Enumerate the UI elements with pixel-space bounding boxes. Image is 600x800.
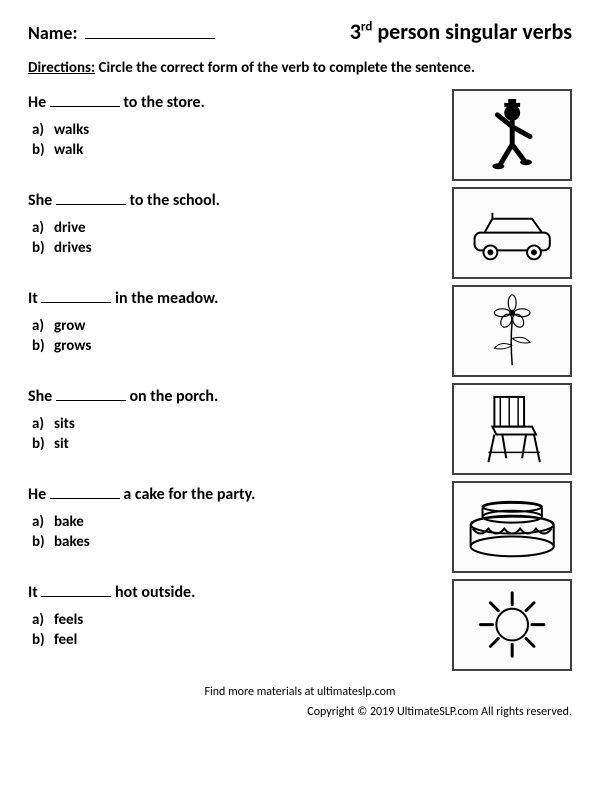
option-letter: b) <box>32 434 54 454</box>
directions-label: Directions: <box>28 59 95 77</box>
option-text: grows <box>54 337 91 355</box>
question-row: It in the meadow. a)growb)grows <box>28 285 572 377</box>
question-left: It hot outside. a)feelsb)feel <box>28 579 452 651</box>
question-row: She to the school. a)driveb)drives <box>28 187 572 279</box>
cake-icon <box>452 481 572 573</box>
option-letter: a) <box>32 120 54 140</box>
blank-line <box>41 585 111 597</box>
options: a)growb)grows <box>28 316 452 357</box>
question-row: He a cake for the party. a)bakeb)bakes <box>28 481 572 573</box>
option-text: walk <box>54 141 83 159</box>
question-left: She on the porch. a)sitsb)sit <box>28 383 452 455</box>
sentence-pre: It <box>28 289 41 308</box>
man-icon <box>452 89 572 181</box>
blank-line <box>41 291 111 303</box>
option-text: grow <box>54 317 85 335</box>
option-text: drive <box>54 219 86 237</box>
blank-line <box>56 193 126 205</box>
name-field: Name: <box>28 22 215 44</box>
sun-icon <box>452 579 572 671</box>
options: a)driveb)drives <box>28 218 452 259</box>
sentence: She to the school. <box>28 191 452 210</box>
option-text: drives <box>54 239 92 257</box>
options: a)feelsb)feel <box>28 610 452 651</box>
name-blank-line <box>85 25 215 39</box>
sentence-pre: She <box>28 387 56 406</box>
option-letter: a) <box>32 610 54 630</box>
option: a)sits <box>32 414 452 434</box>
question-row: She on the porch. a)sitsb)sit <box>28 383 572 475</box>
question-left: It in the meadow. a)growb)grows <box>28 285 452 357</box>
option-letter: b) <box>32 336 54 356</box>
sentence-post: a cake for the party. <box>120 485 256 504</box>
option: a)grow <box>32 316 452 336</box>
option: b)feel <box>32 630 452 650</box>
question-left: She to the school. a)driveb)drives <box>28 187 452 259</box>
option: a)feels <box>32 610 452 630</box>
sentence-post: in the meadow. <box>111 289 218 308</box>
option-text: sits <box>54 415 75 433</box>
sentence: She on the porch. <box>28 387 452 406</box>
sentence: It in the meadow. <box>28 289 452 308</box>
sentence-post: to the school. <box>126 191 220 210</box>
option-text: feel <box>54 631 77 649</box>
question-row: It hot outside. a)feelsb)feel <box>28 579 572 671</box>
options: a)sitsb)sit <box>28 414 452 455</box>
blank-line <box>56 389 126 401</box>
sentence: He to the store. <box>28 93 452 112</box>
title-ordinal: rd <box>361 20 372 35</box>
options: a)bakeb)bakes <box>28 512 452 553</box>
option-letter: b) <box>32 140 54 160</box>
questions-container: He to the store.a)walksb)walkShe to the … <box>28 89 572 671</box>
option-letter: a) <box>32 512 54 532</box>
option-letter: a) <box>32 218 54 238</box>
car-icon <box>452 187 572 279</box>
option: a)drive <box>32 218 452 238</box>
question-left: He to the store. a)walksb)walk <box>28 89 452 161</box>
sentence-post: hot outside. <box>111 583 195 602</box>
title-text: person singular verbs <box>372 18 572 45</box>
option-letter: a) <box>32 414 54 434</box>
option-text: feels <box>54 611 83 629</box>
blank-line <box>50 487 120 499</box>
title-number: 3 <box>350 18 361 45</box>
header: Name: 3rd person singular verbs <box>28 18 572 45</box>
page-title: 3rd person singular verbs <box>350 18 572 45</box>
option: b)sit <box>32 434 452 454</box>
sentence-post: on the porch. <box>126 387 218 406</box>
chair-icon <box>452 383 572 475</box>
sentence-pre: She <box>28 191 56 210</box>
flower-icon <box>452 285 572 377</box>
sentence: It hot outside. <box>28 583 452 602</box>
footer-line-2: Copyright © 2019 UltimateSLP.com All rig… <box>28 705 572 719</box>
option: b)drives <box>32 238 452 258</box>
option-text: sit <box>54 435 69 453</box>
sentence-pre: He <box>28 485 50 504</box>
option: a)walks <box>32 120 452 140</box>
blank-line <box>50 95 120 107</box>
directions: Directions: Circle the correct form of t… <box>28 59 572 77</box>
options: a)walksb)walk <box>28 120 452 161</box>
option: b)bakes <box>32 532 452 552</box>
option-text: bakes <box>54 533 90 551</box>
name-label: Name: <box>28 22 77 44</box>
question-row: He to the store. a)walksb)walk <box>28 89 572 181</box>
option-letter: b) <box>32 238 54 258</box>
option-letter: a) <box>32 316 54 336</box>
directions-text: Circle the correct form of the verb to c… <box>95 59 475 77</box>
option-letter: b) <box>32 630 54 650</box>
footer-line-1: Find more materials at ultimateslp.com <box>28 685 572 699</box>
option: b)grows <box>32 336 452 356</box>
option: a)bake <box>32 512 452 532</box>
sentence: He a cake for the party. <box>28 485 452 504</box>
option-letter: b) <box>32 532 54 552</box>
option-text: bake <box>54 513 84 531</box>
option: b)walk <box>32 140 452 160</box>
sentence-pre: He <box>28 93 50 112</box>
question-left: He a cake for the party. a)bakeb)bakes <box>28 481 452 553</box>
sentence-pre: It <box>28 583 41 602</box>
option-text: walks <box>54 121 89 139</box>
sentence-post: to the store. <box>120 93 205 112</box>
